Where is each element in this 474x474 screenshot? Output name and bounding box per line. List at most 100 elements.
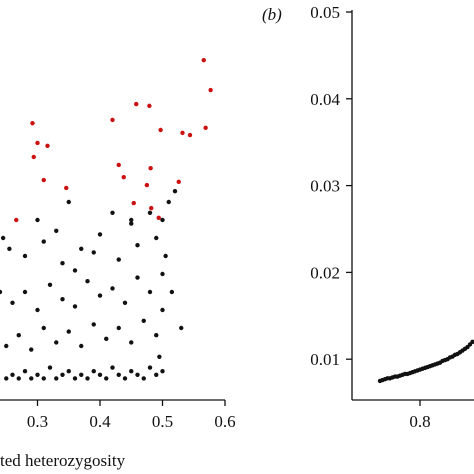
point — [41, 376, 46, 381]
point — [179, 325, 184, 331]
point — [156, 215, 161, 221]
point — [66, 369, 71, 374]
point — [91, 250, 96, 255]
point — [147, 289, 153, 295]
point — [134, 101, 139, 107]
point — [97, 372, 103, 377]
point — [60, 297, 65, 302]
point — [149, 205, 154, 211]
point — [122, 300, 128, 305]
x-axis-label: ted heterozygosity — [0, 451, 126, 470]
point — [160, 271, 165, 277]
point — [91, 369, 96, 374]
point — [85, 376, 90, 381]
point — [203, 125, 208, 131]
point — [0, 235, 6, 241]
point — [10, 372, 15, 377]
point — [110, 210, 115, 215]
point — [35, 140, 40, 146]
point — [158, 127, 163, 133]
point — [470, 339, 474, 345]
point — [160, 307, 165, 313]
point — [180, 130, 185, 136]
y-tick-label: 0.04 — [310, 90, 340, 109]
point — [172, 189, 178, 194]
point — [163, 253, 168, 259]
point — [121, 174, 126, 180]
point — [60, 261, 65, 266]
point — [157, 354, 162, 359]
point — [154, 372, 159, 377]
point — [30, 120, 35, 126]
point — [45, 143, 50, 149]
point — [47, 365, 53, 370]
point — [97, 293, 103, 298]
x-tick-label: 0.3 — [27, 412, 48, 431]
point — [116, 325, 121, 331]
point — [64, 185, 69, 191]
point — [72, 268, 78, 273]
point — [66, 329, 71, 334]
point — [131, 200, 136, 206]
point — [110, 117, 115, 123]
x-tick-label: 0.5 — [152, 412, 173, 431]
y-tick-label: 0.05 — [310, 3, 340, 22]
point — [141, 318, 146, 323]
point — [97, 232, 103, 237]
point — [135, 372, 140, 377]
point — [47, 282, 53, 287]
point — [22, 369, 28, 374]
y-tick-label: 0.01 — [310, 350, 340, 369]
point — [72, 304, 78, 309]
point — [110, 365, 115, 370]
panel-label: (b) — [262, 5, 282, 24]
point — [54, 376, 59, 381]
point — [16, 376, 21, 381]
point — [154, 235, 159, 241]
point — [147, 210, 153, 215]
point — [10, 300, 15, 305]
point — [54, 340, 59, 345]
point — [104, 376, 109, 381]
point — [0, 289, 3, 295]
point — [141, 376, 146, 381]
point — [166, 199, 171, 205]
point — [147, 365, 153, 370]
point — [116, 372, 121, 377]
point — [60, 372, 65, 377]
point — [129, 221, 134, 226]
point — [54, 228, 59, 233]
point — [208, 87, 213, 93]
x-tick-label: 0.8 — [409, 412, 430, 431]
point — [116, 257, 121, 262]
point — [104, 336, 109, 341]
point — [147, 103, 152, 109]
point — [31, 154, 36, 160]
point — [29, 347, 34, 352]
point — [22, 289, 28, 295]
point — [66, 199, 71, 205]
point — [110, 286, 115, 291]
point — [91, 322, 96, 327]
point — [148, 165, 153, 171]
y-tick-label: 0.02 — [310, 263, 340, 282]
point — [35, 307, 40, 313]
point — [22, 253, 28, 259]
point — [79, 246, 84, 251]
point — [187, 132, 193, 138]
point — [79, 372, 84, 377]
point — [35, 217, 40, 223]
point — [4, 343, 9, 349]
point — [41, 325, 46, 331]
point — [154, 333, 159, 338]
point — [35, 372, 40, 377]
point — [14, 217, 19, 223]
point — [122, 376, 128, 381]
point — [4, 376, 9, 381]
point — [135, 275, 140, 280]
x-tick-label: 0.6 — [214, 412, 235, 431]
x-tick-label: 0.4 — [89, 412, 111, 431]
point — [7, 246, 12, 251]
point — [16, 333, 21, 338]
point — [85, 279, 90, 284]
